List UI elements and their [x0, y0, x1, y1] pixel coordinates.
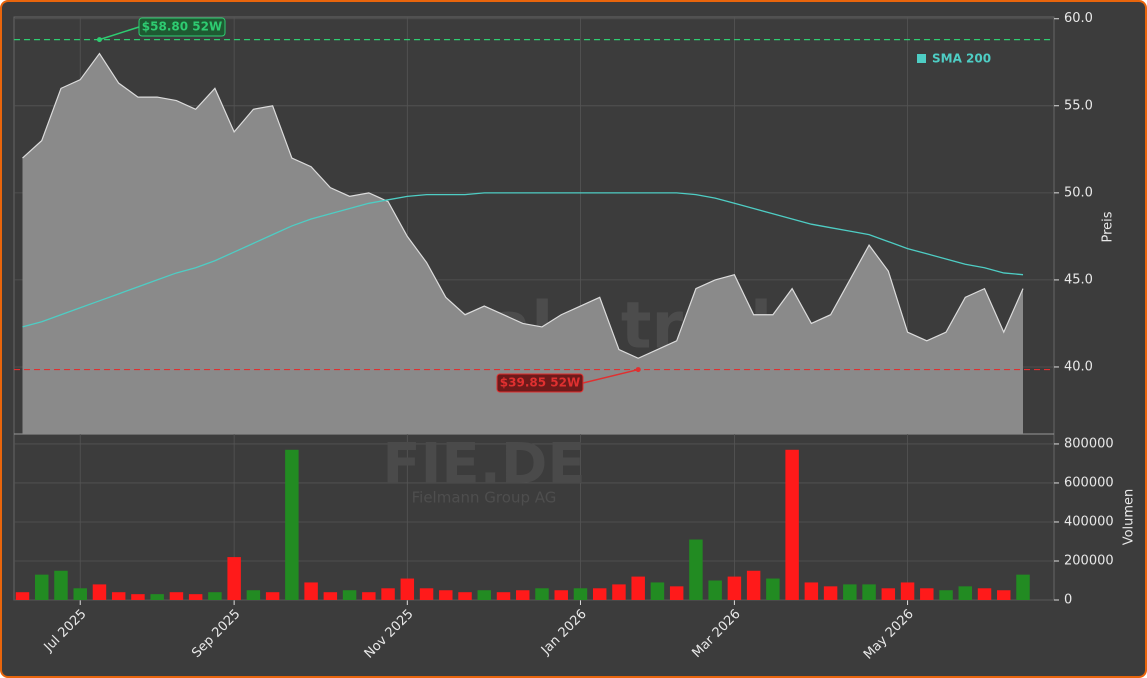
annotation-point — [635, 367, 641, 373]
legend-swatch — [917, 54, 926, 63]
volume-bar — [362, 592, 376, 600]
volume-bar — [54, 570, 68, 600]
y-tick-label: 50.0 — [1064, 185, 1093, 200]
x-tick-label: May 2026 — [861, 607, 917, 663]
volume-bar — [862, 584, 876, 600]
volume-bar — [997, 590, 1011, 600]
volume-bar — [150, 594, 164, 600]
y-axis-label: Preis — [1101, 211, 1116, 242]
x-tick-label: Jul 2025 — [41, 607, 90, 656]
volume-bar — [881, 588, 896, 600]
volume-bar — [111, 592, 126, 600]
watermark-symbol: FIE.DE — [382, 432, 585, 497]
sma-line — [22, 192, 1024, 328]
volume-bar — [342, 590, 357, 600]
volume-bar — [920, 588, 934, 600]
volume-bar — [246, 590, 261, 600]
x-tick-label: Mar 2026 — [689, 607, 743, 661]
volume-bar — [381, 588, 395, 600]
annotation-arrow — [99, 26, 140, 41]
volume-bar — [208, 592, 222, 600]
x-tick-label: Jan 2026 — [538, 607, 590, 659]
y-tick-label: 40.0 — [1064, 359, 1093, 374]
price-area — [22, 53, 1023, 435]
x-tick-label: Sep 2025 — [189, 607, 243, 661]
y-tick-label: 45.0 — [1064, 272, 1093, 287]
volume-bar — [516, 590, 530, 600]
volume-bar — [977, 588, 992, 600]
annotation-label: $39.85 52W — [500, 376, 580, 390]
volume-bar — [496, 592, 511, 600]
volume-bar — [285, 449, 299, 600]
volume-bar — [323, 592, 338, 600]
volume-bar — [766, 578, 780, 600]
volume-bar — [477, 590, 492, 600]
y-axis-label: Volumen — [1122, 489, 1137, 546]
volume-bar — [958, 586, 973, 600]
volume-bar — [458, 592, 472, 600]
annotation-box — [496, 373, 584, 393]
y-tick-label: 0 — [1064, 593, 1072, 608]
volume-bar — [689, 539, 703, 600]
volume-bar — [535, 588, 549, 600]
volume-bar — [708, 580, 722, 600]
volume-bar — [188, 594, 203, 600]
volume-bar — [131, 594, 145, 600]
annotation-point — [96, 37, 102, 43]
volume-bar — [592, 588, 607, 600]
volume-bar — [785, 449, 799, 600]
volume-bar — [804, 582, 819, 600]
y-tick-label: 800000 — [1064, 436, 1114, 451]
y-tick-label: 600000 — [1064, 475, 1114, 490]
volume-bar — [612, 584, 626, 600]
volume-bar — [35, 574, 49, 600]
volume-bar — [554, 590, 568, 600]
x-tick-label: Nov 2025 — [362, 607, 417, 662]
volume-bar — [727, 576, 742, 600]
y-tick-label: 60.0 — [1064, 11, 1093, 26]
volume-bar — [843, 584, 857, 600]
y-tick-label: 55.0 — [1064, 98, 1093, 113]
volume-bar — [265, 592, 280, 600]
volume-bar — [650, 582, 665, 600]
legend-label: SMA 200 — [932, 52, 991, 66]
volume-bar — [1016, 574, 1030, 600]
volume-bar — [304, 582, 318, 600]
volume-bar — [439, 590, 453, 600]
annotation-box — [138, 17, 226, 37]
volume-bar — [746, 570, 761, 600]
annotation-arrow — [582, 368, 639, 384]
volume-bar — [939, 590, 953, 600]
y-tick-label: 200000 — [1064, 553, 1114, 568]
volume-bar — [73, 588, 87, 600]
volume-bar — [169, 592, 184, 600]
volume-bar — [823, 586, 838, 600]
volume-bar — [400, 578, 415, 600]
volume-bar — [15, 592, 30, 600]
volume-bar — [900, 582, 915, 600]
volume-bar — [573, 588, 588, 600]
watermark-company: Fielmann Group AG — [412, 489, 557, 507]
volume-bar — [92, 584, 107, 600]
y-tick-label: 400000 — [1064, 514, 1114, 529]
volume-bar — [227, 557, 241, 600]
volume-bar — [419, 588, 434, 600]
volume-bar — [631, 576, 645, 600]
annotation-label: $58.80 52W — [142, 20, 222, 34]
price-line — [22, 52, 1024, 359]
volume-bar — [669, 586, 684, 600]
